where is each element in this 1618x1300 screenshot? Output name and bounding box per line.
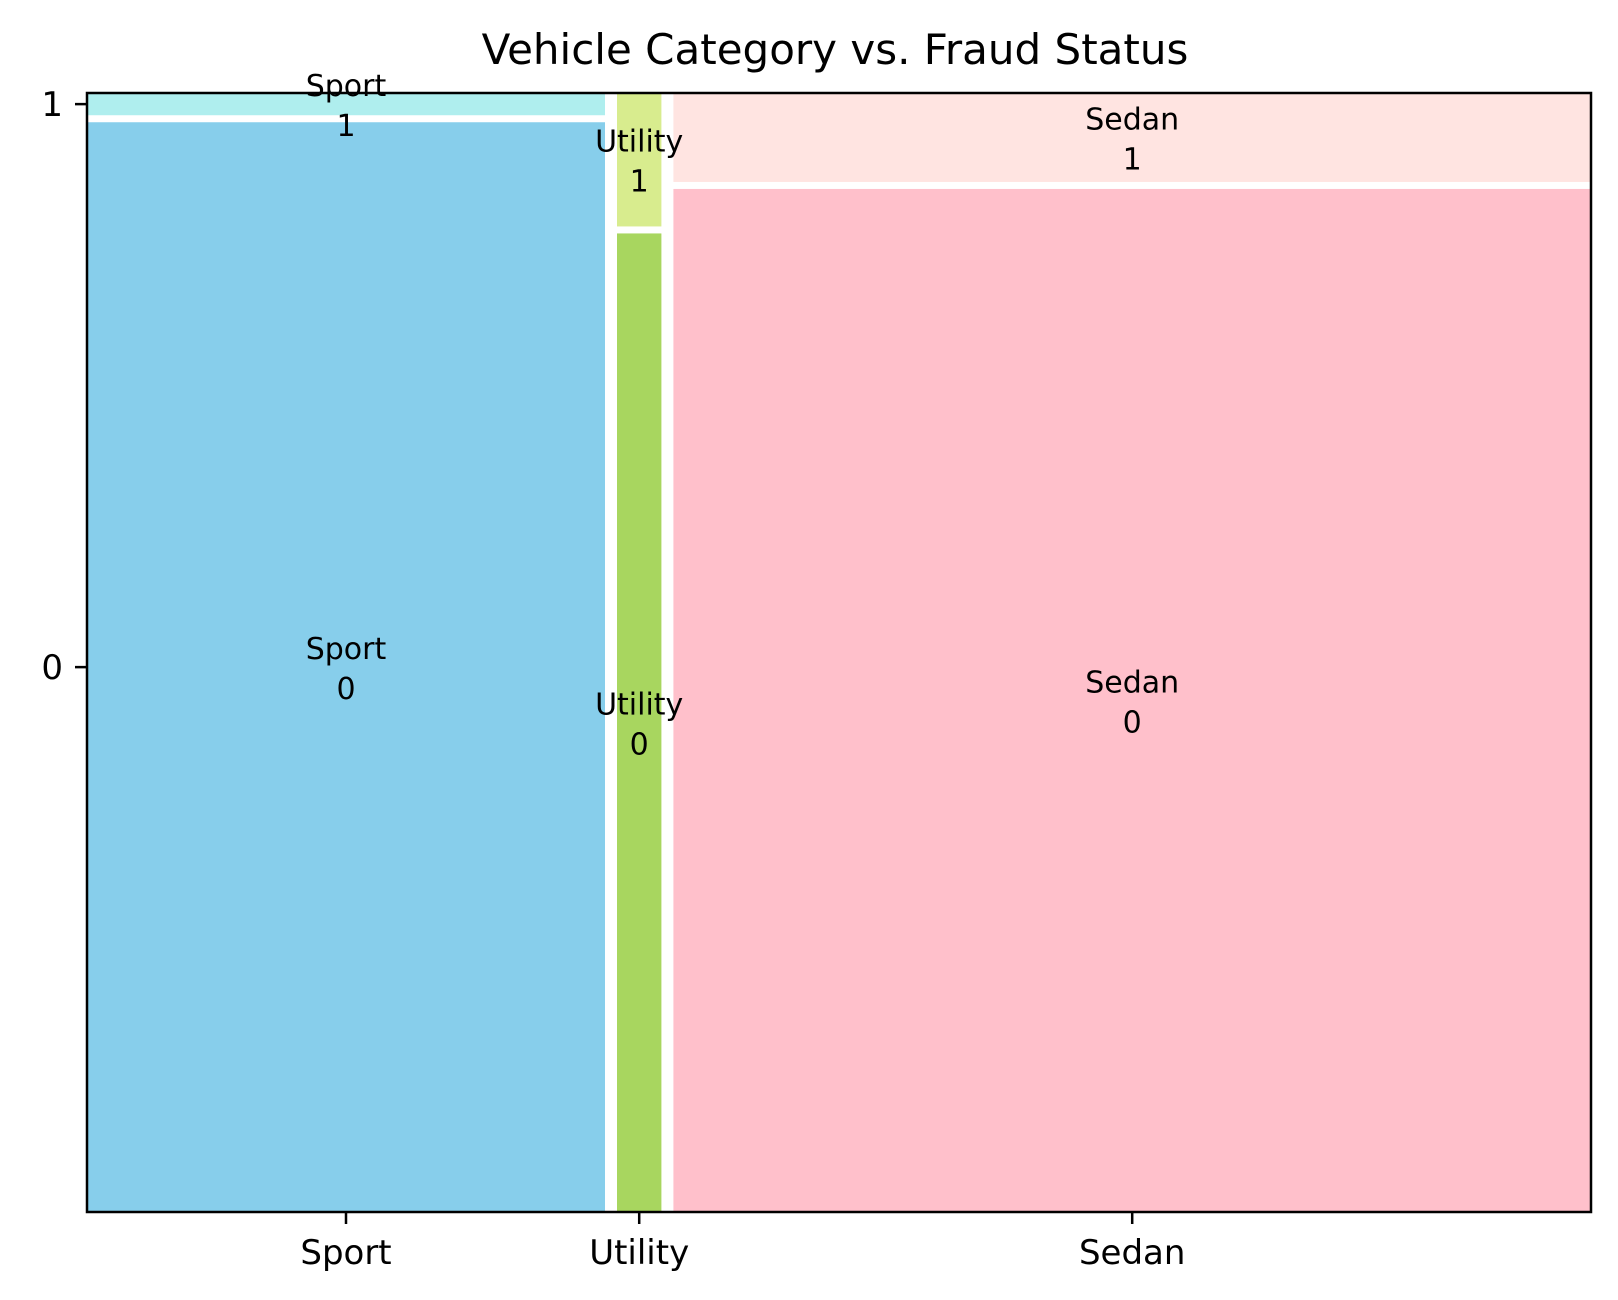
cell-label-utility-0: Utility 0 [595, 688, 683, 763]
y-axis: 01 [41, 85, 87, 688]
cell-utility-0 [617, 233, 662, 1212]
cell-sedan-0 [673, 188, 1591, 1212]
cell-label-sport-0: Sport 0 [306, 632, 387, 707]
plot-frame [85, 91, 1593, 1214]
cell-label-sedan-1: Sedan 1 [1085, 102, 1179, 177]
y-tick-label-1: 1 [41, 85, 63, 125]
y-tick-label-0: 0 [41, 648, 63, 688]
cell-sedan-1 [673, 93, 1591, 182]
cell-label-sedan-0: Sedan 0 [1085, 665, 1179, 740]
cell-sport-1 [87, 93, 605, 116]
x-tick-label-sport: Sport [300, 1233, 391, 1273]
cell-sport-0 [87, 122, 605, 1213]
x-tick-label-utility: Utility [589, 1233, 689, 1273]
mosaic-cells [87, 93, 1591, 1213]
chart-title: Vehicle Category vs. Fraud Status [482, 25, 1189, 74]
cell-label-utility-1: Utility 1 [595, 125, 683, 200]
cell-label-sport-1: Sport 1 [306, 69, 387, 144]
x-tick-label-sedan: Sedan [1079, 1233, 1185, 1273]
x-axis: Sport Utility Sedan [300, 1212, 1185, 1273]
mosaic-cell-labels: Sport 0 Sport 1 Utility 0 Utility 1 Sedan 0 Sedan 1 [306, 69, 1179, 763]
cell-utility-1 [617, 93, 662, 227]
